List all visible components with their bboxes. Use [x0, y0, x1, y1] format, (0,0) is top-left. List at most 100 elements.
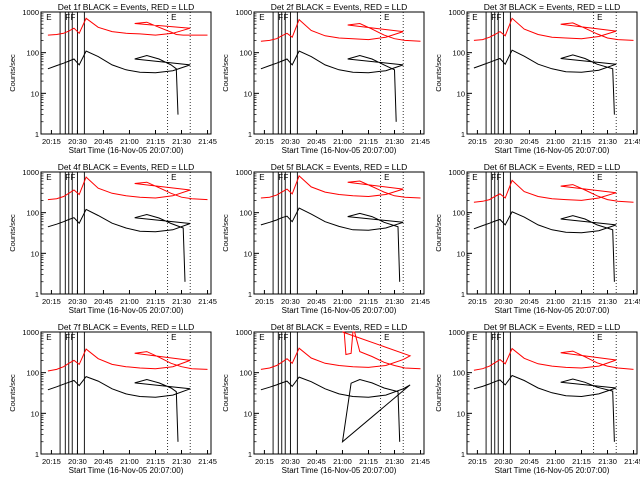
flag-label: F	[496, 173, 501, 182]
flag-label: F	[283, 13, 288, 22]
y-tick-label: 1000	[448, 328, 465, 337]
detector-chart-2: Det 2f BLACK = Events, RED = LLD 1 10 100 10…	[221, 2, 430, 155]
chart-title: Det 1f BLACK = Events, RED = LLD	[58, 2, 195, 12]
x-tick-label: 21:15	[359, 457, 378, 466]
x-tick-label: 20:30	[281, 137, 300, 146]
x-tick-label: 21:45	[411, 457, 430, 466]
y-tick-label: 10	[244, 409, 252, 418]
flag-label: F	[65, 173, 70, 182]
x-tick-label: 20:15	[468, 137, 487, 146]
x-axis-label: Start Time (16-Nov-05 20:07:00)	[282, 146, 397, 155]
series-lld-line	[47, 176, 208, 201]
series-events-line	[260, 376, 411, 444]
plot-frame	[40, 11, 212, 135]
x-tick-label: 21:00	[546, 137, 565, 146]
x-tick-label: 20:45	[94, 297, 113, 306]
y-tick-label: 10	[31, 89, 39, 98]
detector-chart-1: Det 1f BLACK = Events, RED = LLD 1 10 100 10…	[8, 2, 217, 155]
flag-label: F	[283, 173, 288, 182]
series-lld-line	[260, 331, 421, 370]
y-tick-label: 100	[26, 369, 39, 378]
x-axis-label: Start Time (16-Nov-05 20:07:00)	[282, 306, 397, 315]
y-tick-label: 10	[457, 409, 465, 418]
y-tick-label: 1	[248, 450, 252, 459]
y-axis-label: Counts/sec	[8, 54, 17, 92]
x-tick-label: 21:30	[172, 137, 191, 146]
y-tick-label: 100	[239, 49, 252, 58]
x-tick-label: 20:30	[281, 297, 300, 306]
flag-label: E	[46, 333, 51, 342]
plot-frame	[40, 171, 212, 295]
x-tick-label: 20:45	[520, 137, 539, 146]
y-tick-label: 100	[452, 49, 465, 58]
x-tick-label: 21:30	[385, 457, 404, 466]
flag-label: F	[70, 13, 75, 22]
x-tick-label: 20:15	[42, 137, 61, 146]
x-tick-label: 21:45	[624, 297, 640, 306]
x-tick-label: 20:45	[307, 137, 326, 146]
x-tick-label: 21:15	[146, 137, 165, 146]
flag-label: E	[46, 13, 51, 22]
x-tick-label: 21:00	[546, 297, 565, 306]
x-tick-label: 21:30	[598, 457, 617, 466]
x-tick-label: 20:30	[494, 137, 513, 146]
y-axis-label: Counts/sec	[221, 374, 230, 412]
y-tick-label: 10	[457, 249, 465, 258]
y-tick-label: 100	[26, 49, 39, 58]
series-lld-line	[260, 175, 421, 199]
y-tick-label: 1000	[22, 168, 39, 177]
x-tick-label: 21:15	[359, 297, 378, 306]
y-tick-label: 1	[35, 290, 39, 299]
series-lld-line	[260, 18, 421, 42]
flag-label: E	[171, 13, 176, 22]
series-lld-line	[47, 17, 208, 36]
series-events-line	[47, 208, 191, 282]
y-axis-label: Counts/sec	[434, 54, 443, 92]
plot-frame	[466, 331, 638, 455]
series-lld-line	[473, 347, 634, 371]
x-axis-label: Start Time (16-Nov-05 20:07:00)	[495, 306, 610, 315]
y-tick-label: 100	[452, 369, 465, 378]
series-events-line	[473, 211, 617, 282]
x-tick-label: 21:30	[598, 297, 617, 306]
x-tick-label: 21:00	[120, 457, 139, 466]
x-tick-label: 21:45	[198, 457, 217, 466]
flag-label: F	[283, 333, 288, 342]
series-lld-line	[473, 17, 634, 41]
x-axis-label: Start Time (16-Nov-05 20:07:00)	[495, 146, 610, 155]
plot-frame	[40, 331, 212, 455]
y-tick-label: 1	[461, 450, 465, 459]
x-tick-label: 21:15	[359, 137, 378, 146]
x-tick-label: 20:15	[468, 457, 487, 466]
y-tick-label: 10	[244, 89, 252, 98]
y-tick-label: 100	[452, 209, 465, 218]
x-tick-label: 21:15	[572, 457, 591, 466]
x-axis-label: Start Time (16-Nov-05 20:07:00)	[69, 466, 184, 475]
series-events-line	[260, 207, 404, 282]
y-tick-label: 100	[26, 209, 39, 218]
x-tick-label: 20:30	[68, 457, 87, 466]
x-tick-label: 21:45	[411, 297, 430, 306]
y-tick-label: 1000	[22, 328, 39, 337]
plot-frame	[253, 11, 425, 135]
series-lld-line	[47, 348, 208, 372]
x-axis-label: Start Time (16-Nov-05 20:07:00)	[495, 466, 610, 475]
chart-title: Det 9f BLACK = Events, RED = LLD	[484, 322, 621, 332]
y-tick-label: 1000	[235, 328, 252, 337]
flag-label: F	[278, 333, 283, 342]
x-tick-label: 20:45	[307, 297, 326, 306]
series-events-line	[47, 376, 191, 442]
flag-label: E	[171, 173, 176, 182]
flag-label: E	[259, 13, 264, 22]
flag-label: E	[171, 333, 176, 342]
flag-label: E	[384, 173, 389, 182]
x-tick-label: 21:15	[146, 457, 165, 466]
x-tick-label: 21:30	[172, 297, 191, 306]
x-tick-label: 20:15	[42, 457, 61, 466]
y-tick-label: 1	[35, 130, 39, 139]
x-tick-label: 21:00	[120, 137, 139, 146]
detector-chart-3: Det 3f BLACK = Events, RED = LLD 1 10 100 10…	[434, 2, 640, 155]
chart-title: Det 7f BLACK = Events, RED = LLD	[58, 322, 195, 332]
plot-frame	[466, 171, 638, 295]
flag-label: F	[491, 13, 496, 22]
